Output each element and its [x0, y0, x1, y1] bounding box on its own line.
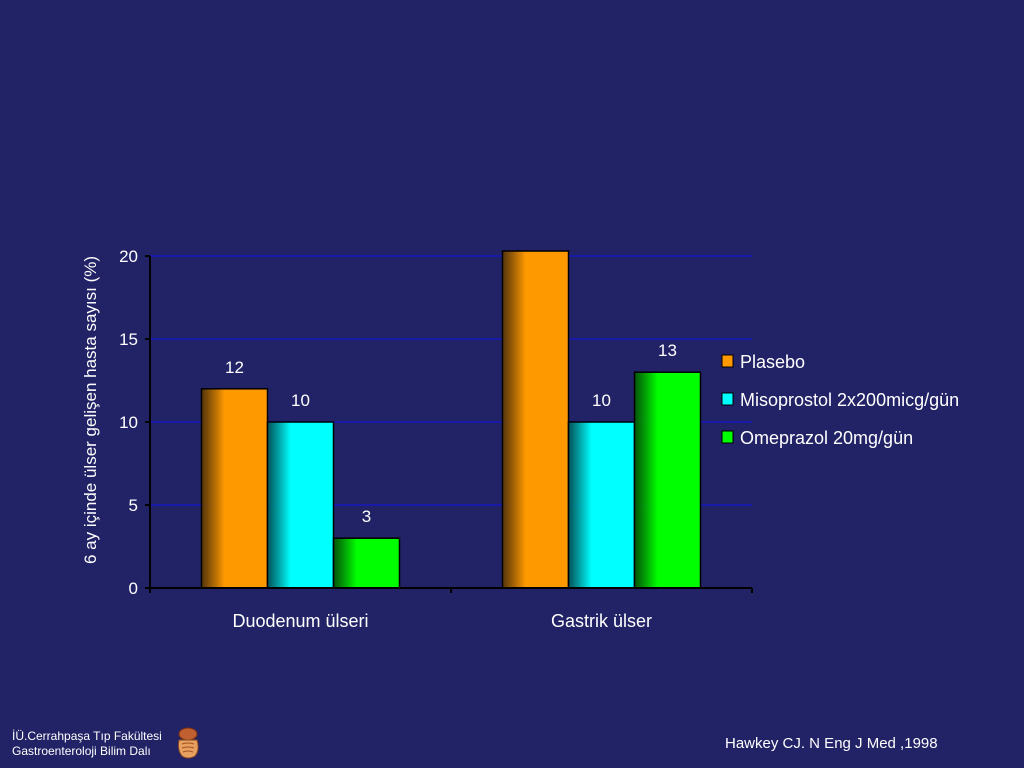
y-tick-label: 10	[119, 413, 138, 432]
citation: Hawkey CJ. N Eng J Med ,1998	[725, 735, 938, 752]
legend-label: Plasebo	[740, 352, 805, 372]
data-label: 3	[362, 507, 371, 526]
institution-line-1: İÜ.Cerrahpaşa Tıp Fakültesi	[12, 729, 162, 743]
institution-line-2: Gastroenteroloji Bilim Dalı	[12, 744, 151, 758]
y-tick-label: 0	[129, 579, 138, 598]
bar-plasebo-1	[200, 388, 269, 589]
legend-label: Misoprostol 2x200micg/gün	[740, 390, 959, 410]
bar-omeprazol-1	[332, 537, 401, 589]
bar-plasebo-2	[501, 250, 570, 589]
axes	[145, 255, 753, 593]
legend-swatch	[721, 354, 734, 368]
legend-swatch	[721, 392, 734, 406]
y-axis-label: 6 ay içinde ülser gelişen hasta sayısı (…	[81, 256, 100, 564]
y-tick-label: 5	[129, 496, 138, 515]
legend-label: Omeprazol 20mg/gün	[740, 428, 913, 448]
bar-omeprazol-2	[633, 371, 702, 589]
x-tick-label: Duodenum ülseri	[232, 611, 368, 631]
x-tick-label: Gastrik ülser	[551, 611, 652, 631]
data-label: 12	[225, 358, 244, 377]
data-label: 13	[658, 341, 677, 360]
labels: 12 10 3 Duodenum ülseri 10 13 Gastrik ülser 0 5 1…	[119, 247, 677, 631]
bar-misoprostol-1	[266, 421, 335, 589]
y-tick-label: 20	[119, 247, 138, 266]
legend-swatch	[721, 430, 734, 444]
legend: Plasebo Misoprostol 2x200micg/gün Omeprazo…	[721, 352, 959, 448]
y-tick-label: 15	[119, 330, 138, 349]
bar-misoprostol-2	[567, 421, 636, 589]
digestive-system-icon	[177, 727, 199, 759]
data-label: 10	[291, 391, 310, 410]
data-label: 10	[592, 391, 611, 410]
bars	[200, 250, 702, 589]
institution-text: İÜ.Cerrahpaşa Tıp Fakültesi Gastroentero…	[12, 729, 162, 759]
